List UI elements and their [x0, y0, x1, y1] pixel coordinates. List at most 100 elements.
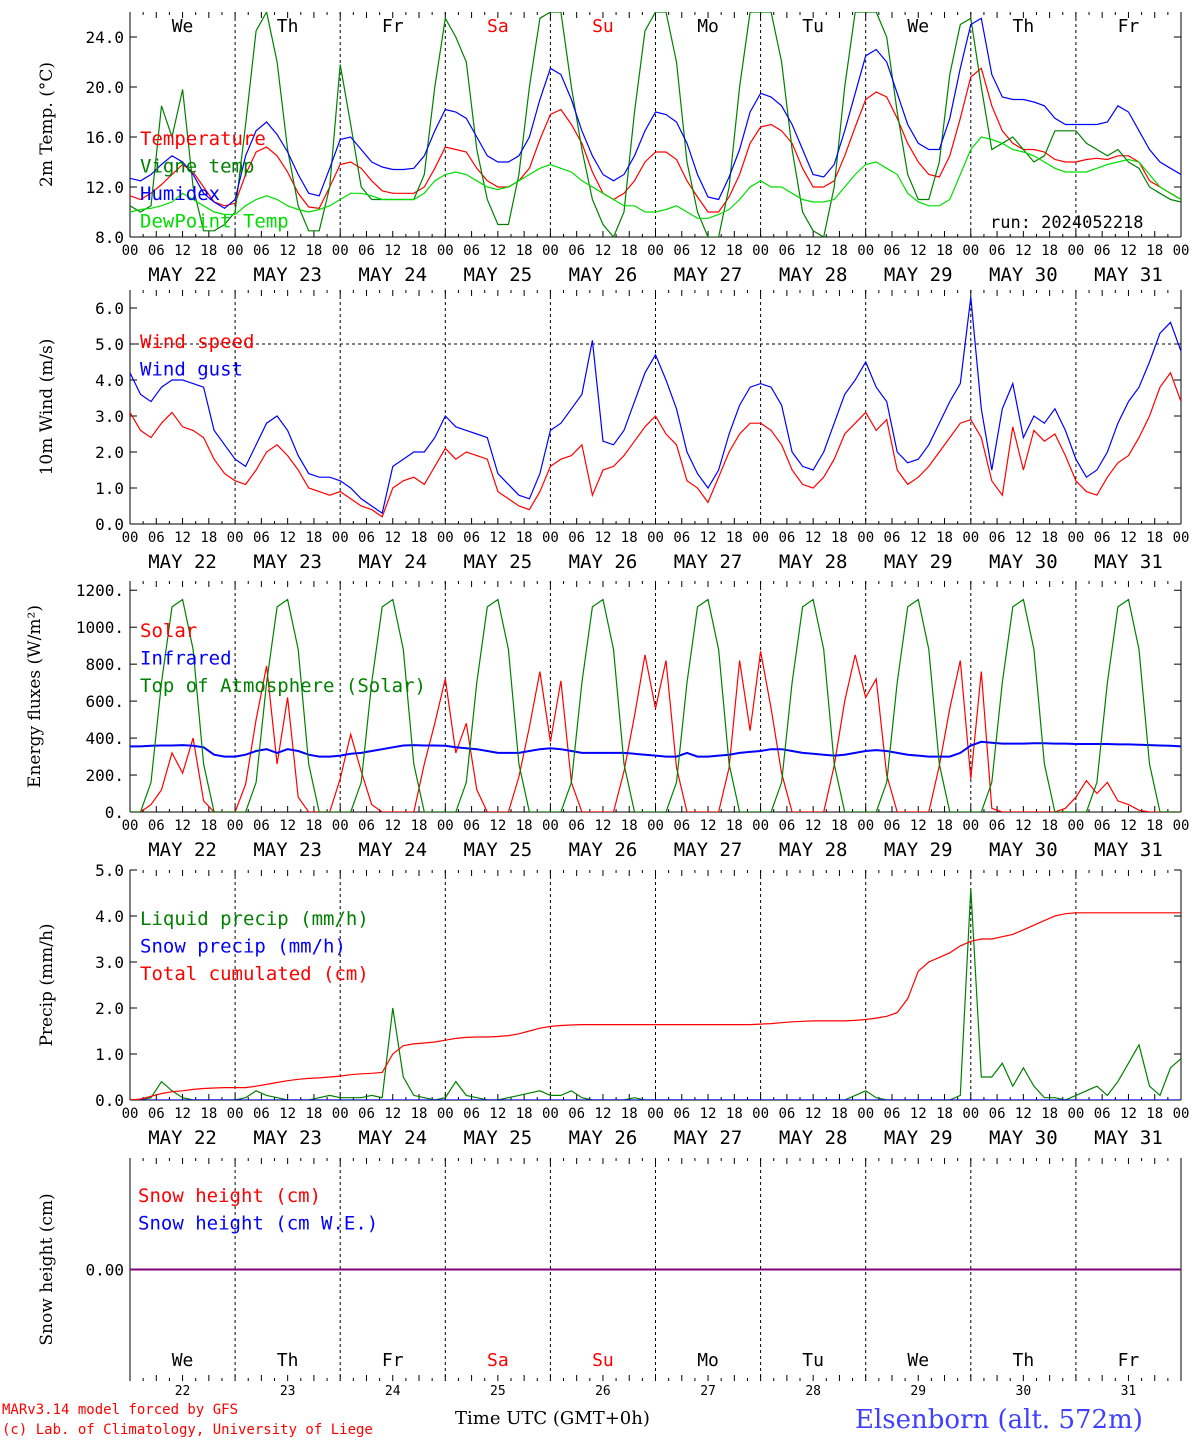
hour-label: 12: [384, 1106, 401, 1122]
date-label: MAY 31: [1094, 551, 1163, 573]
hour-label: 12: [1120, 1106, 1137, 1122]
hour-label: 18: [726, 818, 743, 834]
date-label: MAY 23: [253, 264, 322, 286]
legend-entry: DewPoint Temp: [140, 211, 289, 233]
hour-label: 18: [1041, 530, 1058, 546]
hour-label: 06: [884, 1106, 901, 1122]
date-label: MAY 26: [569, 264, 638, 286]
y-tick-label: 1.0: [95, 479, 124, 498]
hour-label: 00: [227, 243, 244, 259]
hour-label: 12: [910, 530, 927, 546]
hour-label: 00: [122, 1106, 139, 1122]
date-label: MAY 28: [779, 264, 848, 286]
date-label: MAY 27: [674, 1127, 743, 1149]
date-label: MAY 31: [1094, 1127, 1163, 1149]
day-name: Th: [1013, 16, 1035, 37]
hour-label: 06: [1094, 530, 1111, 546]
hour-label: 12: [910, 1106, 927, 1122]
hour-label: 12: [1120, 243, 1137, 259]
hour-label: 00: [1173, 530, 1190, 546]
hour-label: 00: [332, 530, 349, 546]
date-label: MAY 25: [464, 551, 533, 573]
hour-label: 00: [332, 1106, 349, 1122]
day-number: 24: [385, 1384, 401, 1399]
hour-label: 00: [962, 818, 979, 834]
hour-label: 18: [1146, 1106, 1163, 1122]
hour-label: 06: [989, 1106, 1006, 1122]
panel-energy: 0. 200. 400. 600. 800. 1000. 1200. Energy fluxe…: [25, 581, 1189, 861]
hour-label: 12: [384, 530, 401, 546]
hour-label: 00: [227, 1106, 244, 1122]
date-label: MAY 31: [1094, 839, 1163, 861]
hour-label: 06: [673, 1106, 690, 1122]
hour-label: 18: [1041, 1106, 1058, 1122]
day-number: 27: [700, 1384, 716, 1399]
hour-label: 18: [1146, 243, 1163, 259]
hour-label: 06: [148, 530, 165, 546]
hour-label: 18: [621, 243, 638, 259]
date-label: MAY 23: [253, 551, 322, 573]
hour-label: 12: [1120, 530, 1137, 546]
day-name: Th: [277, 1350, 299, 1371]
hour-label: 00: [752, 243, 769, 259]
hour-label: 18: [831, 1106, 848, 1122]
y-axis-title: Energy fluxes (W/m²): [25, 605, 45, 788]
hour-label: 06: [148, 1106, 165, 1122]
date-label: MAY 29: [884, 551, 953, 573]
y-tick-label: 4.0: [95, 907, 124, 926]
hour-label: 00: [1173, 818, 1190, 834]
hour-label: 06: [358, 1106, 375, 1122]
day-name: Fr: [1118, 1350, 1140, 1371]
series-line-red: [130, 912, 1181, 1100]
hour-label: 12: [700, 530, 717, 546]
date-label: MAY 24: [358, 264, 427, 286]
hour-label: 06: [568, 530, 585, 546]
day-number: 26: [595, 1384, 611, 1399]
day-number: 23: [280, 1384, 296, 1399]
hour-label: 06: [358, 818, 375, 834]
hour-label: 06: [1094, 818, 1111, 834]
date-label: MAY 31: [1094, 264, 1163, 286]
hour-label: 06: [989, 530, 1006, 546]
legend-entry: Vigne temp: [140, 156, 254, 178]
hour-label: 18: [621, 818, 638, 834]
hour-label: 06: [1094, 1106, 1111, 1122]
day-name: Mo: [697, 1350, 719, 1371]
hour-label: 06: [463, 818, 480, 834]
hour-label: 00: [962, 1106, 979, 1122]
series-line-green: [130, 888, 1181, 1100]
date-label: MAY 26: [569, 551, 638, 573]
hour-label: 06: [358, 243, 375, 259]
day-name: We: [907, 16, 929, 37]
hour-label: 18: [516, 530, 533, 546]
hour-label: 00: [1067, 818, 1084, 834]
hour-label: 12: [910, 243, 927, 259]
day-number: 29: [910, 1384, 926, 1399]
hour-label: 12: [489, 530, 506, 546]
hour-label: 18: [516, 818, 533, 834]
date-label: MAY 24: [358, 839, 427, 861]
hour-label: 00: [542, 818, 559, 834]
hour-label: 18: [726, 1106, 743, 1122]
hour-label: 06: [253, 1106, 270, 1122]
hour-label: 00: [122, 530, 139, 546]
legend-entry: Top of Atmosphere (Solar): [140, 675, 426, 697]
run-label: run: 2024052218: [990, 213, 1144, 233]
hour-label: 18: [516, 1106, 533, 1122]
y-tick-label: 400.: [85, 729, 124, 748]
hour-label: 12: [1015, 243, 1032, 259]
hour-label: 06: [778, 530, 795, 546]
day-name: Th: [1013, 1350, 1035, 1371]
day-number: 22: [175, 1384, 191, 1399]
day-number: 31: [1121, 1384, 1137, 1399]
series-line-red: [130, 67, 1181, 213]
y-tick-label: 0.00: [85, 1261, 124, 1280]
hour-label: 18: [1146, 530, 1163, 546]
hour-label: 18: [200, 243, 217, 259]
hour-label: 18: [726, 530, 743, 546]
hour-label: 06: [568, 1106, 585, 1122]
hour-label: 12: [279, 818, 296, 834]
y-tick-label: 3.0: [95, 953, 124, 972]
date-label: MAY 23: [253, 839, 322, 861]
hour-label: 06: [568, 243, 585, 259]
